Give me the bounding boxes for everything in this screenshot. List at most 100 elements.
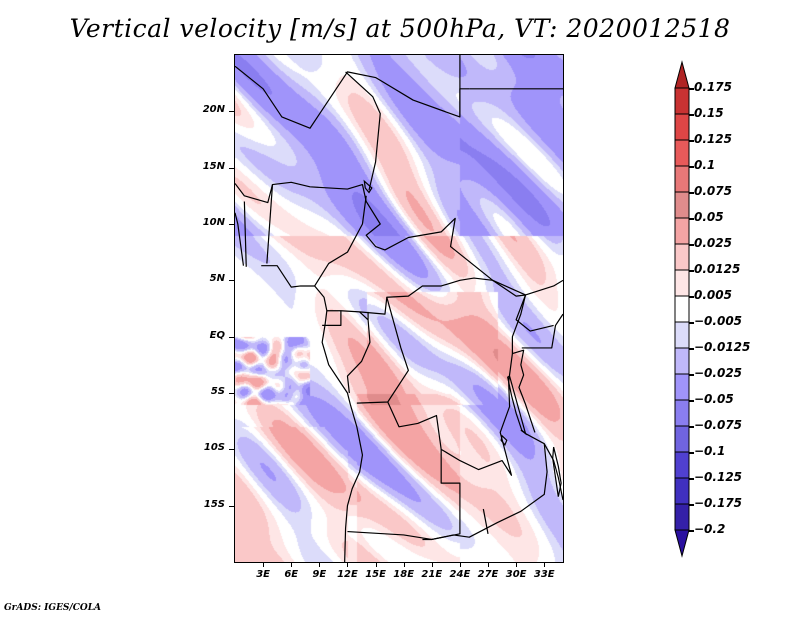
x-tick-label: 33E: [533, 569, 555, 580]
colorbar-label: 0.175: [694, 80, 732, 94]
colorbar-tick: [689, 244, 694, 246]
colorbar-label: −0.1: [694, 444, 726, 458]
colorbar-label: 0.125: [694, 132, 732, 146]
vertical-velocity-field: [235, 55, 563, 562]
x-tick-label: 6E: [284, 569, 299, 580]
y-tick-mark: [229, 224, 234, 225]
colorbar-swatch: [674, 243, 690, 271]
y-tick-label: 15S: [203, 498, 225, 510]
y-tick-label: EQ: [209, 329, 225, 341]
colorbar-swatch: [674, 373, 690, 401]
x-tick-mark: [263, 562, 265, 567]
colorbar-swatch: [674, 295, 690, 323]
colorbar-label: −0.125: [694, 470, 743, 484]
colorbar-swatch: [674, 347, 690, 375]
border-line: [235, 212, 245, 266]
border-line: [543, 443, 563, 501]
border-line: [346, 311, 371, 394]
colorbar-tick: [689, 530, 694, 532]
colorbar-tick: [689, 400, 694, 402]
colorbar: 0.175 0.15 0.125 0.1 0.075 0.05 0.025 0.0125 0.0…: [670, 55, 790, 565]
colorbar-label: −0.025: [694, 366, 743, 380]
x-tick-mark: [459, 562, 461, 567]
colorbar-label: 0.05: [694, 210, 724, 224]
x-tick-label: 3E: [256, 569, 270, 580]
border-line: [347, 429, 548, 541]
x-tick-mark: [488, 562, 490, 567]
colorbar-swatch: [674, 477, 690, 505]
x-tick-mark: [516, 562, 518, 567]
colorbar-tick: [689, 374, 694, 376]
x-tick-mark: [431, 562, 433, 567]
colorbar-label: −0.05: [694, 392, 734, 406]
border-line: [512, 349, 536, 433]
colorbar-swatch: [674, 139, 690, 167]
colorbar-swatch: [674, 269, 690, 297]
colorbar-tick: [689, 452, 694, 454]
colorbar-tick: [689, 504, 694, 506]
colorbar-swatch: [674, 191, 690, 219]
border-line: [261, 265, 364, 562]
colorbar-tick: [689, 322, 694, 324]
colorbar-swatch: [674, 87, 690, 115]
border-line: [322, 310, 342, 326]
y-tick-label: 5N: [209, 273, 225, 285]
y-tick-mark: [229, 111, 234, 113]
x-tick-mark: [347, 562, 349, 567]
colorbar-label: 0.075: [694, 184, 732, 198]
colorbar-swatch: [674, 503, 690, 531]
colorbar-label: −0.005: [694, 314, 743, 328]
colorbar-swatch: [674, 217, 690, 245]
border-line: [314, 195, 367, 287]
colorbar-extend-max: [674, 60, 690, 89]
border-line: [482, 508, 489, 534]
border-line: [266, 184, 274, 264]
colorbar-label: −0.175: [694, 496, 743, 510]
y-tick-mark: [229, 393, 234, 394]
lake-outline: [363, 179, 373, 194]
x-tick-label: 24E: [449, 569, 471, 580]
colorbar-tick: [689, 114, 694, 116]
colorbar-swatch: [674, 399, 690, 427]
colorbar-label: 0.1: [694, 158, 716, 172]
x-tick-label: 30E: [505, 569, 527, 580]
x-tick-label: 21E: [421, 569, 443, 580]
border-line: [422, 449, 461, 541]
y-tick-label: 10N: [202, 217, 225, 228]
border-line: [387, 294, 527, 476]
lake-outline: [552, 446, 562, 497]
border-line: [235, 181, 563, 297]
colorbar-tick: [689, 166, 694, 168]
border-line: [326, 277, 493, 315]
border-line: [235, 65, 470, 129]
border-line: [521, 313, 563, 349]
colorbar-tick: [689, 88, 694, 90]
colorbar-swatch: [674, 425, 690, 453]
colorbar-label: −0.075: [694, 418, 743, 432]
x-tick-mark: [375, 562, 377, 567]
colorbar-label: 0.025: [694, 236, 732, 250]
colorbar-tick: [689, 348, 694, 350]
colorbar-label: 0.15: [694, 106, 724, 120]
colorbar-swatch: [674, 113, 690, 141]
x-tick-mark: [291, 562, 293, 567]
y-tick-mark: [229, 336, 234, 338]
footer-credit: GrADS: IGES/COLA: [4, 603, 102, 613]
chart-title: Vertical velocity [m/s] at 500hPa, VT: 2…: [69, 14, 731, 43]
colorbar-swatch: [674, 321, 690, 349]
border-line: [243, 201, 247, 267]
colorbar-label: −0.0125: [694, 340, 751, 354]
colorbar-swatches: [674, 60, 690, 558]
colorbar-tick: [689, 140, 694, 142]
colorbar-swatch: [674, 451, 690, 479]
colorbar-tick: [689, 270, 694, 272]
x-tick-mark: [544, 562, 546, 567]
colorbar-label: 0.005: [694, 288, 732, 302]
border-line: [345, 71, 381, 191]
y-tick-mark: [229, 167, 234, 169]
lake-outline: [500, 434, 508, 446]
y-tick-label: 20N: [202, 104, 225, 116]
x-tick-label: 27E: [477, 569, 499, 580]
lake-outline: [507, 375, 527, 436]
colorbar-tick: [689, 478, 694, 480]
